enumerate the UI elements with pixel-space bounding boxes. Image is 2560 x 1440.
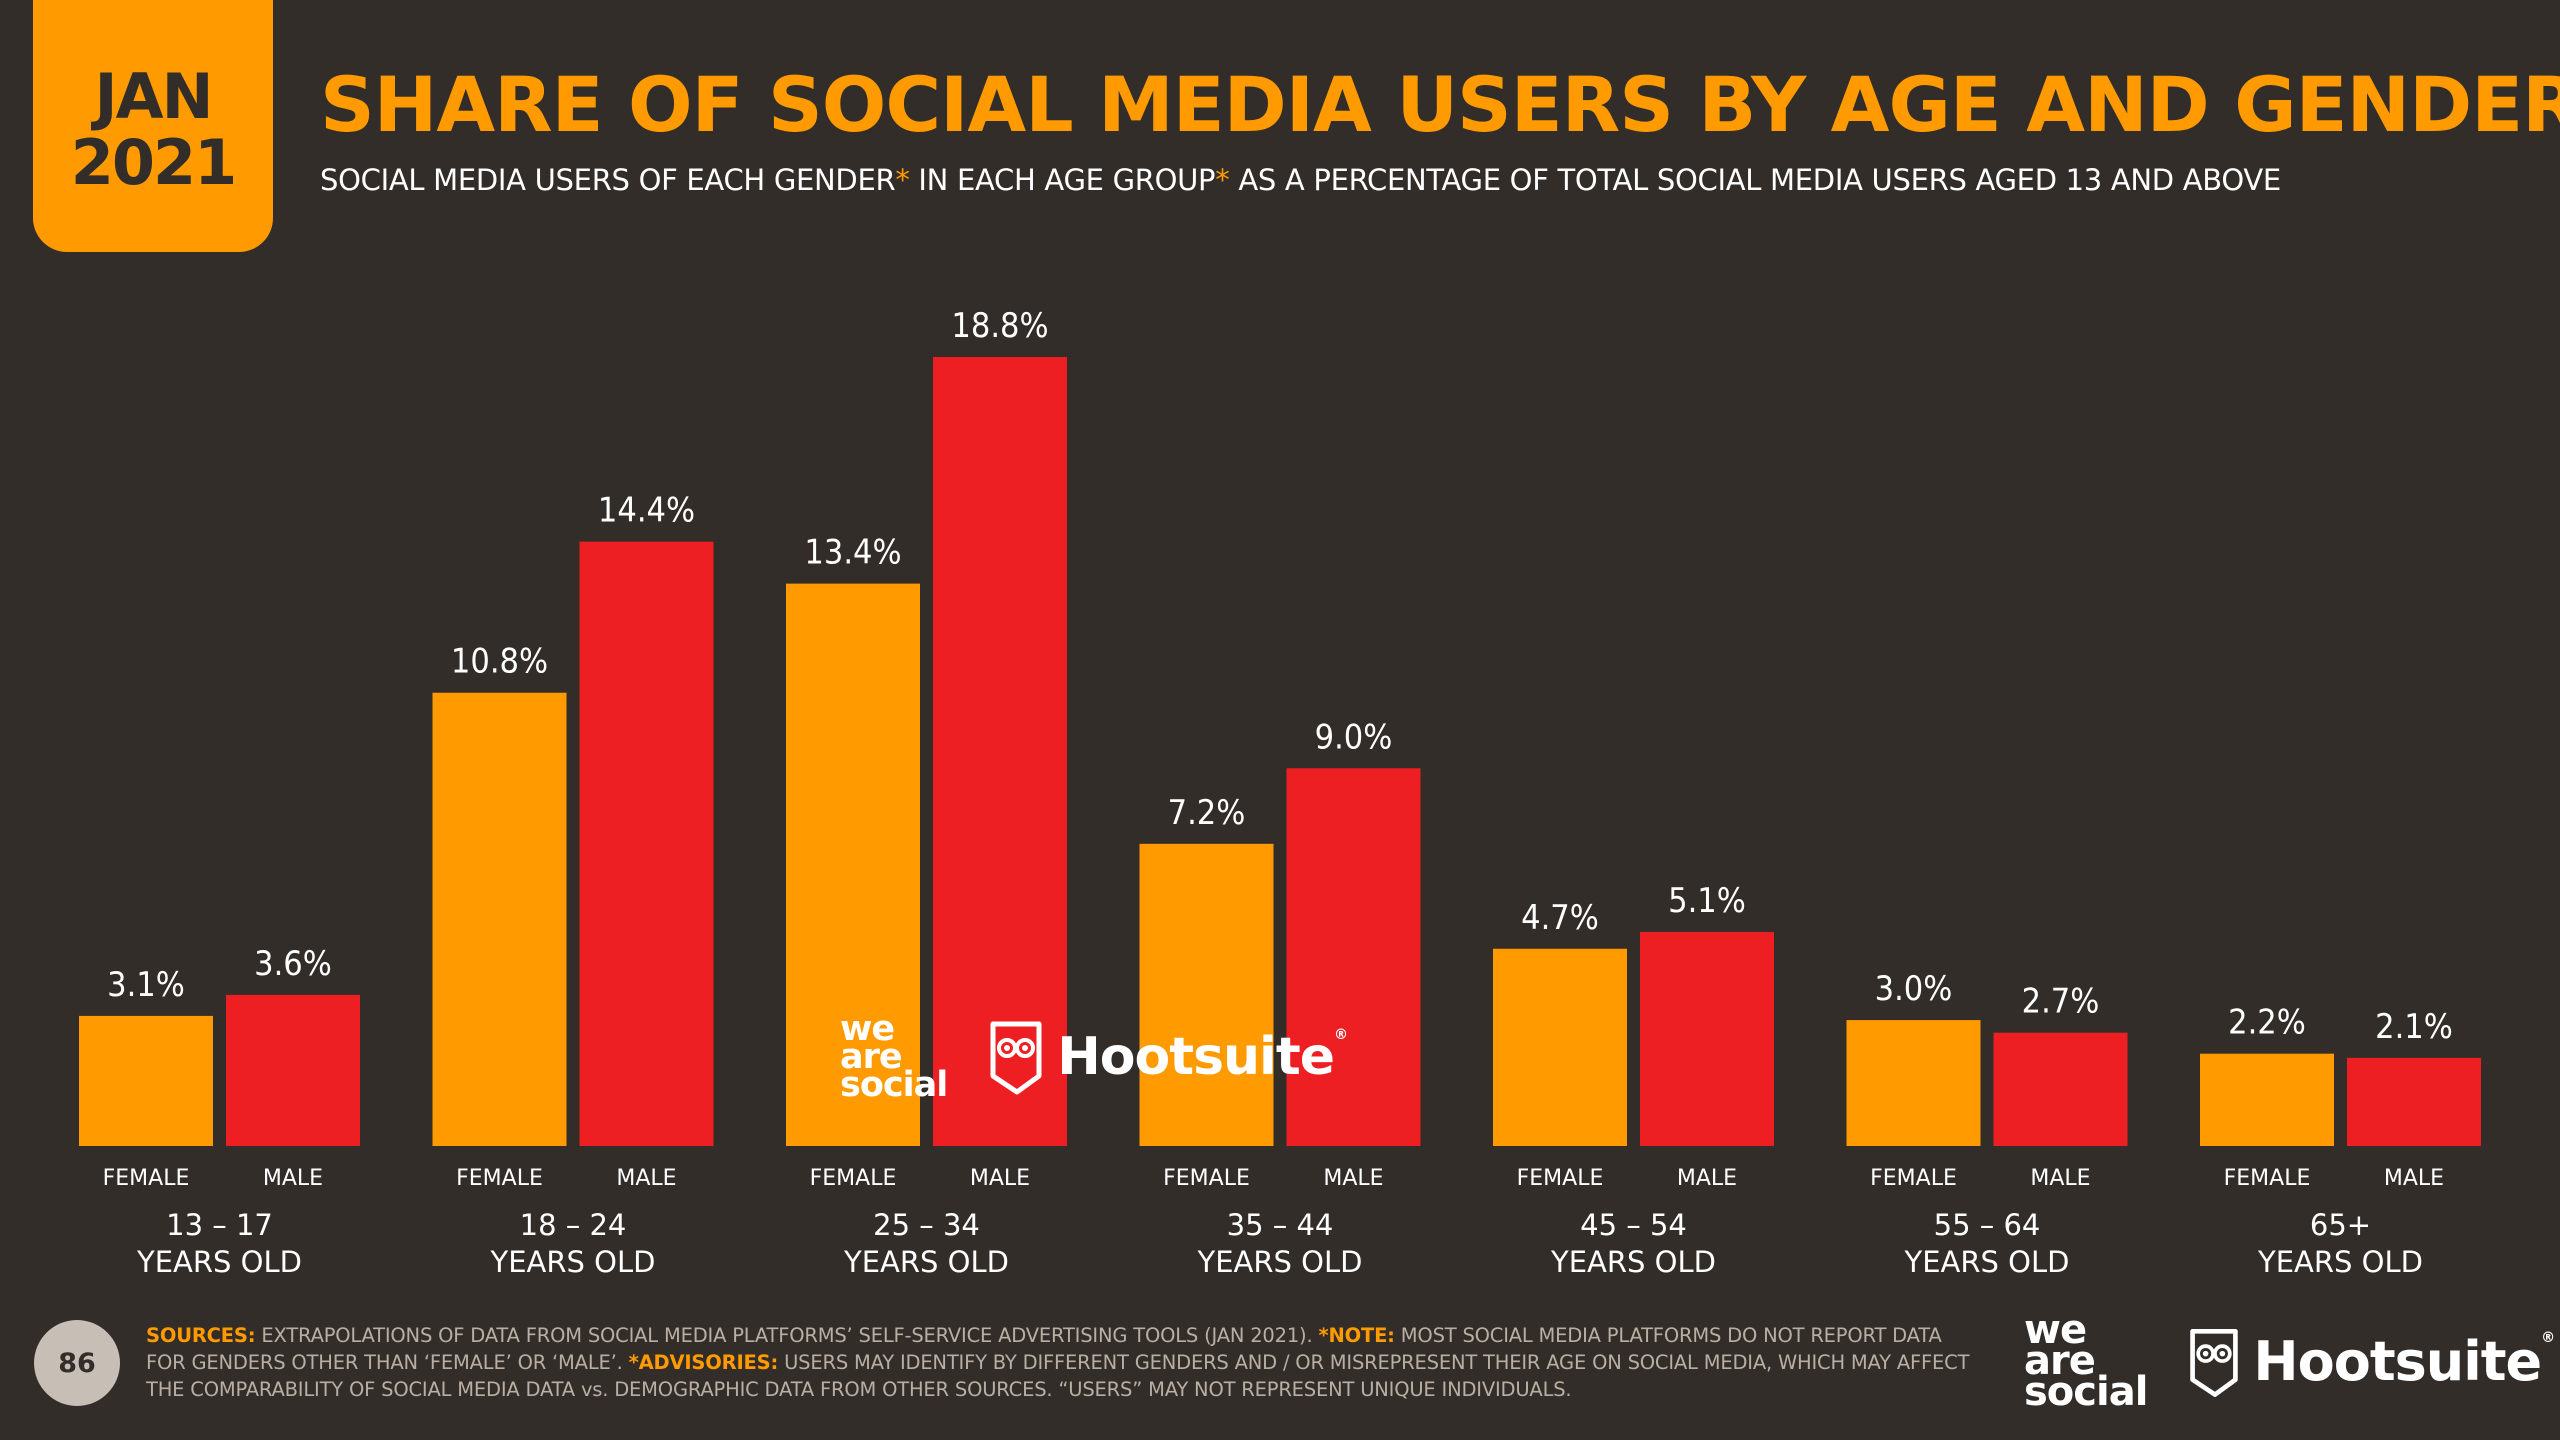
page-number: 86 [34, 1320, 120, 1406]
data-label-male-4: 9.0% [1315, 717, 1393, 757]
bar-female-7 [2200, 1053, 2334, 1146]
age-suffix-label-2: YEARS OLD [490, 1245, 656, 1279]
gender-label-male-1: MALE [263, 1166, 323, 1191]
age-suffix-label-3: YEARS OLD [843, 1245, 1009, 1279]
gender-label-female-6: FEMALE [1870, 1166, 1957, 1191]
gender-label-male-2: MALE [616, 1166, 676, 1191]
age-range-label-4: 35 – 44 [1227, 1208, 1334, 1242]
hootsuite-wordmark: Hootsuite® [1057, 1027, 1348, 1087]
data-label-male-7: 2.1% [2375, 1007, 2453, 1047]
we-are-social-logo: we are social [840, 1009, 948, 1105]
footer-logos: we are social Hootsuite® [2024, 1307, 2555, 1415]
note-label: *NOTE: [1318, 1324, 1395, 1347]
watermark-logos: we are social Hootsuite® [840, 1009, 1348, 1105]
sources-body: EXTRAPOLATIONS OF DATA FROM SOCIAL MEDIA… [255, 1324, 1319, 1347]
advisories-label: *ADVISORIES: [628, 1351, 779, 1374]
age-range-label-1: 13 – 17 [166, 1208, 273, 1242]
data-label-female-5: 4.7% [1521, 898, 1599, 938]
date-badge: JAN 2021 [33, 0, 273, 252]
footer-we-are-social-word-1: we [2024, 1307, 2087, 1353]
age-suffix-label-6: YEARS OLD [1904, 1245, 2070, 1279]
gender-label-female-7: FEMALE [2224, 1166, 2311, 1191]
bar-male-5 [1640, 931, 1774, 1146]
bar-male-4 [1286, 768, 1421, 1146]
footer-we-are-social-logo: we are social [2024, 1307, 2148, 1415]
gender-label-male-4: MALE [1323, 1166, 1383, 1191]
bar-male-6 [1993, 1032, 2128, 1146]
data-label-female-6: 3.0% [1875, 969, 1953, 1009]
age-suffix-label-5: YEARS OLD [1550, 1245, 1716, 1279]
gender-label-female-3: FEMALE [810, 1166, 897, 1191]
data-label-female-4: 7.2% [1168, 793, 1246, 833]
footer-hootsuite-logo: Hootsuite® [2187, 1325, 2555, 1399]
date-month: JAN [94, 60, 214, 133]
age-range-label-5: 45 – 54 [1580, 1208, 1687, 1242]
gender-label-male-5: MALE [1677, 1166, 1737, 1191]
page-subtitle: SOCIAL MEDIA USERS OF EACH GENDER* IN EA… [320, 163, 2281, 197]
bar-female-6 [1846, 1020, 1981, 1146]
age-range-label-3: 25 – 34 [873, 1208, 980, 1242]
footer-hootsuite-wordmark: Hootsuite® [2253, 1330, 2555, 1393]
page-title: SHARE OF SOCIAL MEDIA USERS BY AGE AND G… [320, 60, 2560, 149]
bar-female-1 [79, 1015, 213, 1146]
gender-label-female-4: FEMALE [1163, 1166, 1250, 1191]
date-year: 2021 [70, 126, 238, 199]
gender-label-female-5: FEMALE [1517, 1166, 1604, 1191]
data-label-female-3: 13.4% [804, 533, 901, 573]
subtitle-asterisk-2: * [1215, 163, 1230, 197]
data-label-male-5: 5.1% [1668, 881, 1746, 921]
bar-female-2 [432, 692, 567, 1146]
age-range-label-2: 18 – 24 [520, 1208, 627, 1242]
footer-owl-icon [2190, 1328, 2239, 1397]
bar-male-1 [226, 994, 360, 1146]
advisories-body: USERS MAY IDENTIFY BY DIFFERENT GENDERS … [146, 1351, 1970, 1401]
hootsuite-name: Hootsuite [1057, 1027, 1335, 1087]
we-are-social-word-2: are [840, 1037, 903, 1077]
sources-label: SOURCES: [146, 1324, 256, 1347]
age-range-label-7: 65+ [2310, 1208, 2371, 1242]
bar-female-3 [786, 583, 920, 1146]
bar-female-5 [1493, 948, 1627, 1146]
data-label-male-6: 2.7% [2022, 982, 2100, 1022]
we-are-social-word-3: social [840, 1065, 948, 1105]
data-label-female-7: 2.2% [2228, 1003, 2306, 1043]
footer-we-are-social-word-2: are [2024, 1338, 2096, 1384]
footer-hootsuite-name: Hootsuite [2253, 1330, 2542, 1393]
subtitle-part3: AS A PERCENTAGE OF TOTAL SOCIAL MEDIA US… [1229, 163, 2281, 197]
age-range-label-6: 55 – 64 [1934, 1208, 2041, 1242]
subtitle-part2: IN EACH AGE GROUP [909, 163, 1216, 197]
footer-registered-mark: ® [2541, 1330, 2555, 1346]
registered-mark: ® [1334, 1027, 1348, 1043]
bar-male-2 [579, 541, 714, 1146]
age-suffix-label-1: YEARS OLD [136, 1245, 302, 1279]
footer-we-are-social-word-3: social [2024, 1369, 2148, 1415]
note-body: MOST SOCIAL MEDIA PLATFORMS DO NOT REPOR… [146, 1324, 1942, 1374]
bar-female-4 [1139, 843, 1274, 1146]
gender-label-female-2: FEMALE [456, 1166, 543, 1191]
subtitle-asterisk-1: * [895, 163, 910, 197]
gender-label-male-3: MALE [970, 1166, 1030, 1191]
age-suffix-label-7: YEARS OLD [2257, 1245, 2423, 1279]
data-label-male-1: 3.6% [254, 944, 332, 984]
bar-male-3 [933, 357, 1067, 1146]
gender-label-male-7: MALE [2384, 1166, 2444, 1191]
hootsuite-logo: Hootsuite® [987, 1018, 1348, 1096]
data-label-female-2: 10.8% [451, 642, 548, 682]
data-label-male-2: 14.4% [598, 491, 695, 531]
we-are-social-word-1: we [840, 1009, 895, 1049]
bar-male-7 [2347, 1057, 2481, 1146]
subtitle-part1: SOCIAL MEDIA USERS OF EACH GENDER [320, 163, 896, 197]
data-label-male-3: 18.8% [951, 306, 1048, 346]
gender-label-female-1: FEMALE [103, 1166, 190, 1191]
sources-text: SOURCES: EXTRAPOLATIONS OF DATA FROM SOC… [146, 1322, 1986, 1403]
age-suffix-label-4: YEARS OLD [1197, 1245, 1363, 1279]
owl-icon [990, 1021, 1042, 1095]
data-label-female-1: 3.1% [107, 965, 185, 1005]
gender-label-male-6: MALE [2030, 1166, 2090, 1191]
